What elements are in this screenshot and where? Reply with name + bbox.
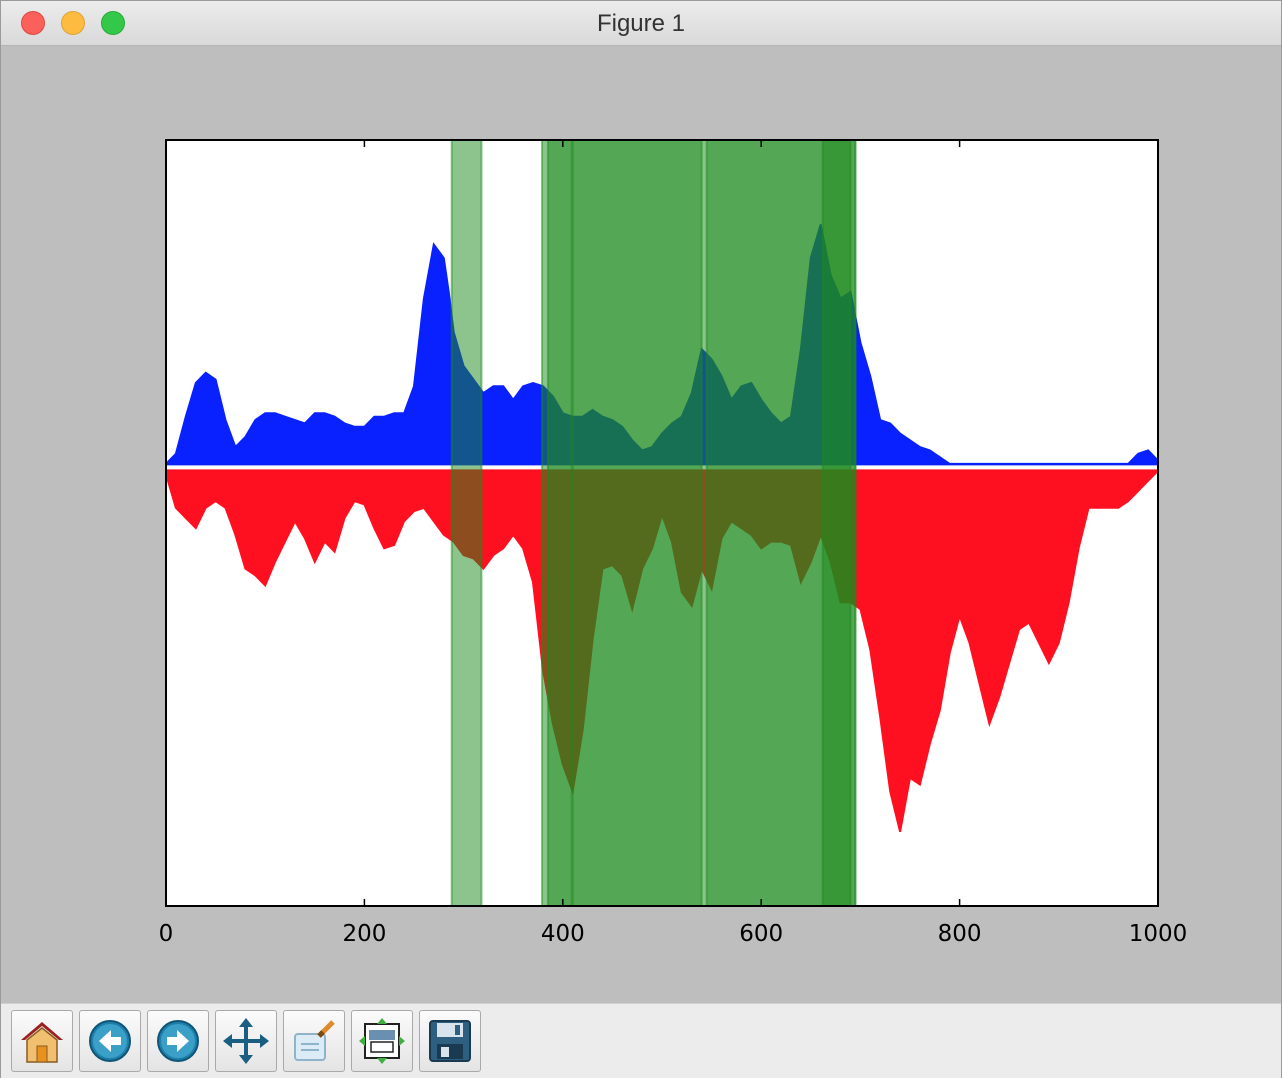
x-tick-label-4: 800 — [938, 921, 982, 947]
highlight-span-0 — [450, 139, 483, 907]
save-floppy-icon — [429, 1020, 471, 1062]
x-tick-label-1: 200 — [342, 921, 386, 947]
title-bar: Figure 1 — [1, 1, 1281, 46]
close-window-button[interactable] — [21, 11, 45, 35]
zoom-rect-icon — [294, 1020, 335, 1061]
configure-subplots-icon — [359, 1018, 405, 1064]
minimize-window-button[interactable] — [61, 11, 85, 35]
home-button[interactable] — [11, 1010, 73, 1072]
area-chart: 0 200 400 600 800 1000 — [159, 139, 1188, 947]
x-tick-label-2: 400 — [541, 921, 585, 947]
pan-button[interactable] — [215, 1010, 277, 1072]
forward-arrow-icon — [157, 1020, 199, 1062]
zoom-button[interactable] — [283, 1010, 345, 1072]
navigation-toolbar — [1, 1003, 1281, 1078]
subplots-button[interactable] — [351, 1010, 413, 1072]
x-tick-label-3: 600 — [739, 921, 783, 947]
back-button[interactable] — [79, 1010, 141, 1072]
highlight-span-5 — [821, 139, 857, 907]
window-title: Figure 1 — [596, 10, 686, 37]
save-button[interactable] — [419, 1010, 481, 1072]
x-tick-label-0: 0 — [159, 921, 174, 947]
maximize-window-button[interactable] — [101, 11, 125, 35]
home-icon — [21, 1022, 63, 1063]
figure-canvas[interactable]: 0 200 400 600 800 1000 — [5, 46, 1279, 1003]
pan-move-icon — [223, 1018, 269, 1064]
axes-frame — [165, 139, 1159, 907]
x-tick-label-5: 1000 — [1129, 921, 1188, 947]
back-arrow-icon — [89, 1020, 131, 1062]
forward-button[interactable] — [147, 1010, 209, 1072]
